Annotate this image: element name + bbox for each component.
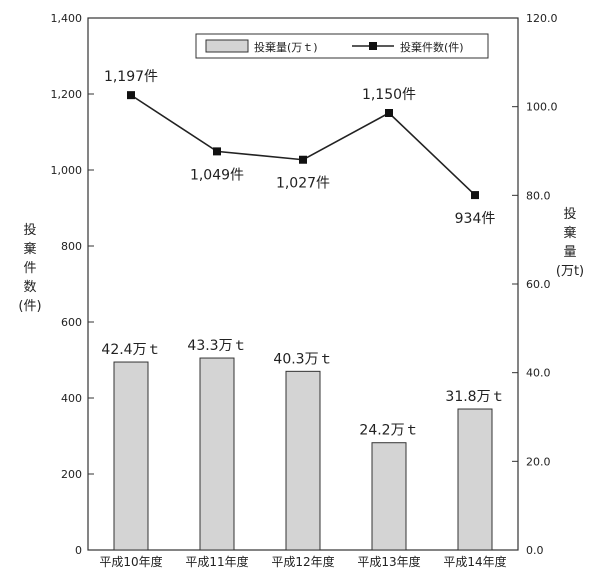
category-label: 平成10年度 [99, 554, 162, 569]
category-label: 平成11年度 [185, 554, 248, 569]
left-axis-title-line-2: 棄 [23, 242, 36, 257]
bar-data-label: 24.2万ｔ [359, 423, 418, 439]
right-tick-label: 40.0 [526, 367, 551, 380]
right-tick-label: 100.0 [526, 101, 558, 114]
line-data-label: 1,197件 [104, 69, 158, 85]
category-label: 平成14年度 [443, 554, 506, 569]
left-tick-label: 1,200 [51, 88, 83, 101]
bar [285, 370, 321, 551]
line-marker [213, 147, 221, 156]
legend-line-marker [369, 42, 377, 50]
legend-line-label: 投棄件数(件) [400, 40, 464, 54]
right-tick-label: 60.0 [526, 278, 551, 291]
line-marker [385, 109, 393, 117]
line-data-label: 1,027件 [276, 176, 330, 192]
right-axis-title: 投 棄 量 (万t) [556, 206, 584, 279]
line-data-label: 934件 [455, 211, 496, 227]
legend: 投棄量(万ｔ) 投棄件数(件) [195, 33, 489, 59]
line-marker [471, 191, 479, 200]
right-axis-title-line-1: 投 [563, 206, 576, 222]
legend-bar-label: 投棄量(万ｔ) [254, 40, 318, 54]
bar [113, 361, 149, 551]
left-tick-label: 400 [61, 392, 82, 405]
bar-data-label: 43.3万ｔ [187, 338, 246, 354]
left-tick-label: 1,400 [51, 12, 83, 25]
category-label: 平成12年度 [271, 554, 334, 569]
right-axis-title-line-4: (万t) [556, 264, 584, 279]
bar-series: 42.4万ｔ 43.3万ｔ 40.3万ｔ 24.2万ｔ 31.8万ｔ [101, 338, 505, 551]
left-tick-label: 0 [75, 544, 82, 557]
line-data-label: 1,049件 [190, 167, 244, 183]
bar-data-label: 31.8万ｔ [445, 389, 504, 405]
line-marker [127, 91, 135, 100]
left-tick-label: 600 [61, 316, 82, 329]
left-tick-label: 200 [61, 468, 82, 481]
right-axis-title-line-3: 量 [563, 245, 576, 260]
line-marker [299, 155, 307, 164]
legend-bar-swatch [205, 39, 249, 53]
bar [457, 408, 493, 551]
category-label: 平成13年度 [357, 554, 420, 569]
left-tick-label: 1,000 [51, 164, 83, 177]
bar [371, 442, 407, 551]
right-tick-label: 80.0 [526, 189, 551, 202]
bar [199, 357, 235, 551]
right-tick-label: 0.0 [526, 544, 544, 557]
line-series: 1,197件 1,049件 1,027件 1,150件 934件 [104, 69, 495, 227]
right-axis: 0.0 20.0 40.0 60.0 80.0 100.0 120.0 [512, 12, 558, 557]
right-tick-label: 20.0 [526, 455, 551, 468]
left-tick-label: 800 [61, 240, 82, 253]
left-axis-title-line-4: 数 [23, 280, 36, 295]
left-axis-title-line-1: 投 [23, 222, 36, 238]
bar-data-label: 40.3万ｔ [273, 351, 332, 367]
category-axis: 平成10年度 平成11年度 平成12年度 平成13年度 平成14年度 [99, 554, 506, 569]
left-axis-title-line-5: (件) [18, 299, 41, 314]
line-data-label: 1,150件 [362, 87, 416, 103]
left-axis-title: 投 棄 件 数 (件) [18, 222, 41, 314]
right-axis-title-line-2: 棄 [563, 226, 576, 241]
right-tick-label: 120.0 [526, 12, 558, 25]
bar-data-label: 42.4万ｔ [101, 342, 160, 358]
left-axis: 0 200 400 600 800 1,000 1,200 1,400 [51, 12, 94, 557]
left-axis-title-line-3: 件 [23, 261, 36, 276]
